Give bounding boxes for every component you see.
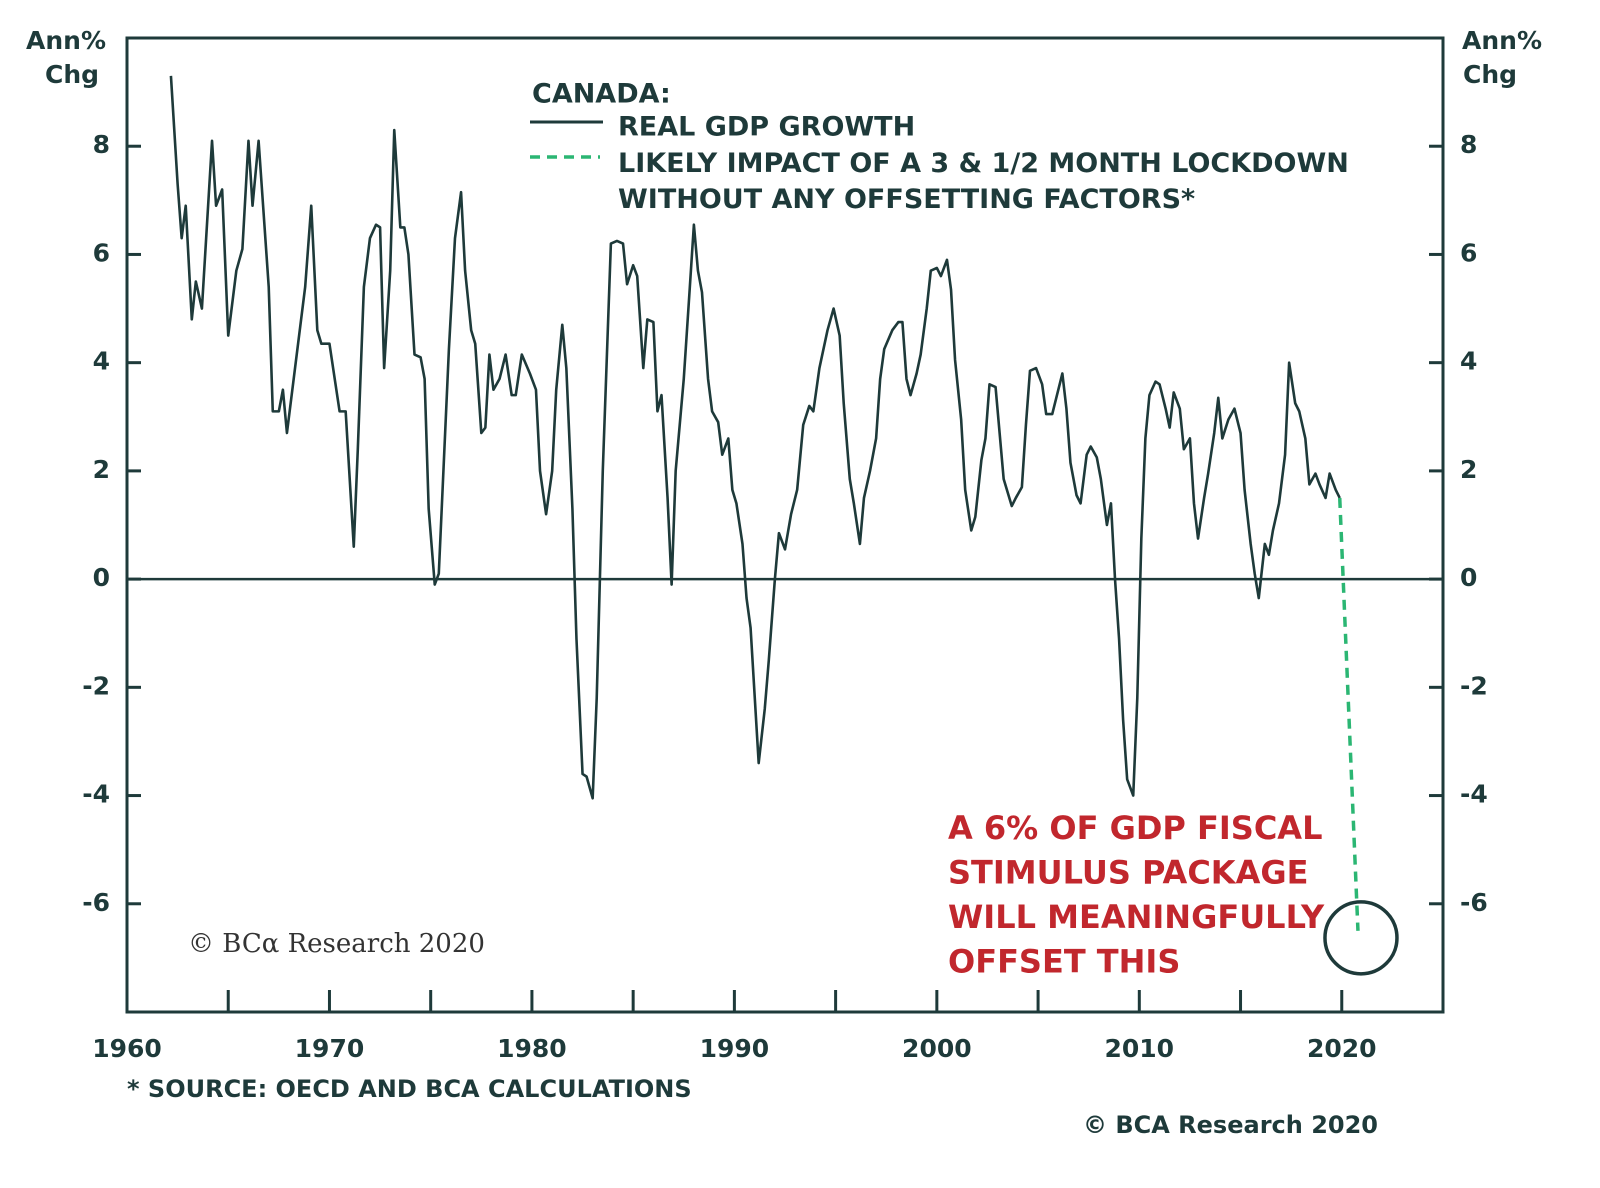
x-tick-label: 1990 — [700, 1034, 770, 1063]
annotation: WILL MEANINGFULLY — [948, 898, 1325, 936]
y-tick-label: -2 — [82, 671, 110, 700]
x-tick-label: 1980 — [497, 1034, 567, 1063]
y2-tick-label: -2 — [1460, 671, 1488, 700]
y2-tick-label: 0 — [1460, 563, 1477, 592]
y-axis-label: Ann% — [26, 26, 106, 55]
x-tick-label: 2000 — [902, 1034, 972, 1063]
chart-title: CANADA: — [532, 79, 671, 110]
y-tick-label: 8 — [93, 130, 110, 159]
y-tick-label: 2 — [93, 455, 110, 484]
footnote: * SOURCE: OECD AND BCA CALCULATIONS — [127, 1075, 692, 1103]
series-line — [169, 75, 1341, 800]
x-tick-label: 2010 — [1105, 1034, 1175, 1063]
annotation: STIMULUS PACKAGE — [948, 854, 1308, 892]
annotation: A 6% OF GDP FISCAL — [948, 809, 1322, 847]
y2-tick-label: -6 — [1460, 888, 1488, 917]
y2-tick-label: 2 — [1460, 455, 1477, 484]
y2-tick-label: 6 — [1460, 238, 1477, 267]
annotation: OFFSET THIS — [948, 943, 1180, 981]
watermark: © BCα Research 2020 — [188, 929, 485, 959]
y2-axis-label: Ann% — [1462, 26, 1542, 55]
y2-tick-label: 4 — [1460, 347, 1477, 376]
y-tick-label: 0 — [93, 563, 110, 592]
legend-label: LIKELY IMPACT OF A 3 & 1/2 MONTH LOCKDOW… — [618, 148, 1349, 215]
y2-tick-label: -4 — [1460, 780, 1488, 809]
y-tick-label: 6 — [93, 238, 110, 267]
x-tick-label: 1960 — [92, 1034, 162, 1063]
y2-axis-label: Chg — [1463, 60, 1517, 89]
y-tick-label: 4 — [93, 347, 110, 376]
y2-tick-label: 8 — [1460, 130, 1477, 159]
x-tick-label: 2020 — [1307, 1034, 1377, 1063]
copyright: © BCA Research 2020 — [1083, 1111, 1378, 1139]
y-tick-label: -4 — [82, 780, 110, 809]
series-line — [1337, 497, 1360, 931]
highlight-circle — [1323, 900, 1399, 976]
plot-frame — [125, 36, 1445, 1014]
y-axis-label: Chg — [45, 60, 99, 89]
legend-label: REAL GDP GROWTH — [618, 112, 915, 143]
y-tick-label: -6 — [82, 888, 110, 917]
x-tick-label: 1970 — [295, 1034, 365, 1063]
